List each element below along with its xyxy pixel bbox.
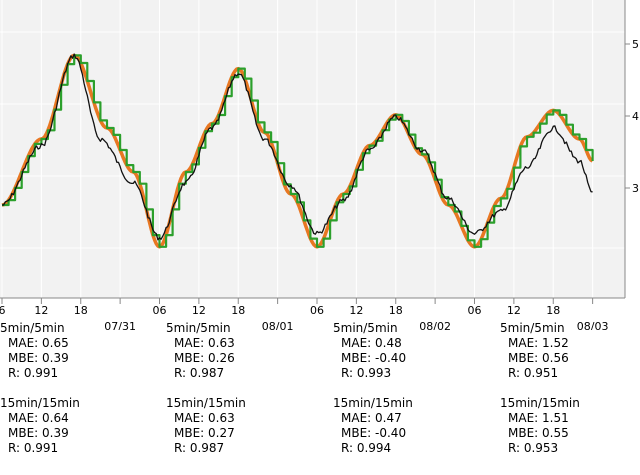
x-tick-label: 07/31	[104, 320, 136, 330]
right-tick-label: 4	[632, 110, 639, 123]
r-value: R: 0.994	[341, 441, 392, 455]
mae-value: MAE: 1.51	[508, 411, 569, 425]
x-tick-label: 6	[0, 304, 6, 317]
r-value: R: 0.953	[508, 441, 559, 455]
mae-value: MAE: 0.65	[8, 336, 69, 350]
stats-block-5min: 5min/5min MAE: 0.63 MBE: 0.26 R: 0.987	[166, 321, 246, 381]
mbe-value: MBE: 0.39	[8, 351, 69, 365]
right-axis-ticks: 5 4 3	[625, 38, 639, 195]
stats-heading: 15min/15min	[500, 396, 580, 410]
r-value: R: 0.993	[341, 366, 392, 380]
stats-column-2: 5min/5min MAE: 0.63 MBE: 0.26 R: 0.987 1…	[166, 321, 246, 471]
x-tick-label: 08/01	[262, 320, 294, 330]
stats-heading: 5min/5min	[166, 321, 231, 335]
x-tick-label: 18	[389, 304, 403, 317]
x-tick-label: 12	[507, 304, 521, 317]
stats-heading: 5min/5min	[333, 321, 398, 335]
plot-area	[0, 0, 625, 298]
r-value: R: 0.991	[8, 441, 59, 455]
stats-block-15min: 15min/15min MAE: 1.51 MBE: 0.55 R: 0.953	[500, 396, 580, 456]
x-tick-label: 12	[192, 304, 206, 317]
x-tick-label: 18	[231, 304, 245, 317]
x-tick-label: 06	[310, 304, 324, 317]
x-tick-label: 06	[468, 304, 482, 317]
stats-column-1: 5min/5min MAE: 0.65 MBE: 0.39 R: 0.991 1…	[0, 321, 80, 471]
mae-value: MAE: 0.47	[341, 411, 402, 425]
series-line-3	[2, 53, 593, 241]
mbe-value: MBE: 0.27	[174, 426, 235, 440]
mbe-value: MBE: -0.40	[341, 351, 407, 365]
stats-column-3: 5min/5min MAE: 0.48 MBE: -0.40 R: 0.993 …	[333, 321, 413, 471]
mae-value: MAE: 0.48	[341, 336, 402, 350]
right-tick-label: 3	[632, 182, 639, 195]
stats-heading: 15min/15min	[333, 396, 413, 410]
mae-value: MAE: 0.63	[174, 411, 235, 425]
mbe-value: MBE: 0.55	[508, 426, 569, 440]
series-layer	[1, 53, 594, 249]
stats-column-4: 5min/5min MAE: 1.52 MBE: 0.56 R: 0.951 1…	[500, 321, 580, 471]
right-tick-label: 5	[632, 38, 639, 51]
mae-value: MAE: 0.63	[174, 336, 235, 350]
stats-block-15min: 15min/15min MAE: 0.63 MBE: 0.27 R: 0.987	[166, 396, 246, 456]
x-tick-label: 06	[153, 304, 167, 317]
stats-block-5min: 5min/5min MAE: 0.48 MBE: -0.40 R: 0.993	[333, 321, 413, 381]
r-value: R: 0.987	[174, 441, 225, 455]
stats-heading: 5min/5min	[500, 321, 565, 335]
stats-heading: 15min/15min	[0, 396, 80, 410]
x-tick-label: 12	[34, 304, 48, 317]
stats-block-5min: 5min/5min MAE: 0.65 MBE: 0.39 R: 0.991	[0, 321, 80, 381]
stats-block-15min: 15min/15min MAE: 0.47 MBE: -0.40 R: 0.99…	[333, 396, 413, 456]
mae-value: MAE: 1.52	[508, 336, 569, 350]
x-tick-label: 12	[349, 304, 363, 317]
x-tick-label: 18	[546, 304, 560, 317]
x-tick-label: 08/02	[419, 320, 451, 330]
x-tick-label: 18	[74, 304, 88, 317]
mbe-value: MBE: -0.40	[341, 426, 407, 440]
mae-value: MAE: 0.64	[8, 411, 69, 425]
temperature-chart: 6 12 18 07/31 06 12 18 08/01 06 12 18 08/02 06 12 18 08…	[0, 0, 639, 330]
stats-heading: 5min/5min	[0, 321, 65, 335]
series-line-2	[2, 54, 594, 248]
x-tick-label: 08/03	[577, 320, 609, 330]
mbe-value: MBE: 0.56	[508, 351, 569, 365]
r-value: R: 0.991	[8, 366, 59, 380]
stats-block-5min: 5min/5min MAE: 1.52 MBE: 0.56 R: 0.951	[500, 321, 580, 381]
mbe-value: MBE: 0.26	[174, 351, 235, 365]
stats-block-15min: 15min/15min MAE: 0.64 MBE: 0.39 R: 0.991	[0, 396, 80, 456]
mbe-value: MBE: 0.39	[8, 426, 69, 440]
stats-heading: 15min/15min	[166, 396, 246, 410]
r-value: R: 0.951	[508, 366, 559, 380]
r-value: R: 0.987	[174, 366, 225, 380]
x-axis-ticks: 6 12 18 07/31 06 12 18 08/01 06 12 18 08/02 06 12 18 08…	[0, 298, 608, 330]
grid	[0, 0, 625, 298]
